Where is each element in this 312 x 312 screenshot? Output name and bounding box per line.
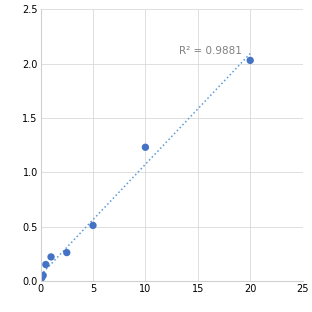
Point bbox=[90, 223, 95, 228]
Point bbox=[43, 262, 48, 267]
Point bbox=[143, 145, 148, 150]
Point bbox=[248, 58, 253, 63]
Point bbox=[49, 254, 54, 259]
Point bbox=[39, 275, 44, 280]
Point bbox=[64, 250, 69, 255]
Text: R² = 0.9881: R² = 0.9881 bbox=[179, 46, 242, 56]
Point bbox=[41, 273, 46, 278]
Point bbox=[38, 277, 43, 282]
